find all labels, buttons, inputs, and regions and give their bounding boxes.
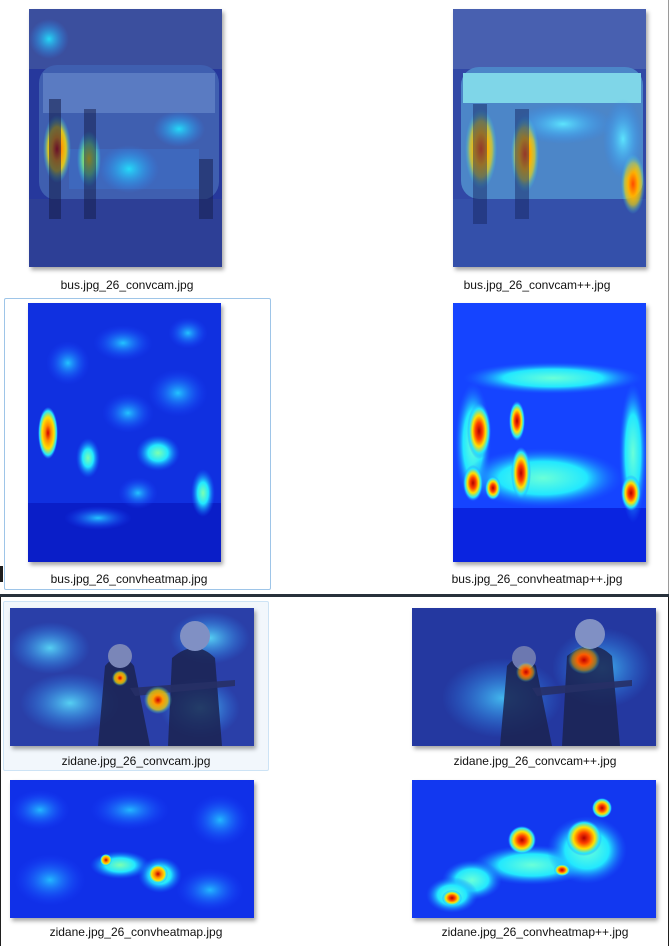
file-item-zidane-convheatmap-pp[interactable]: zidane.jpg_26_convheatmap++.jpg [405,773,665,943]
thumbnail-zidane-convheatmap-pp [412,780,656,918]
file-name: bus.jpg_26_convcam.jpg [60,278,194,292]
thumbnail-zidane-convheatmap [10,780,254,918]
file-item-zidane-convheatmap[interactable]: zidane.jpg_26_convheatmap.jpg [3,773,269,943]
file-name: zidane.jpg_26_convcam.jpg [61,754,211,768]
file-name: bus.jpg_26_convheatmap.jpg [50,572,208,586]
thumbnail-bus-convcam-pp [453,9,646,267]
file-pane-bottom: zidane.jpg_26_convcam.jpg [0,597,669,946]
thumbnail-bus-convheatmap-pp [453,303,646,562]
file-pane-top: bus.jpg_26_convcam.jpg [0,0,669,594]
thumbnail-zidane-convcam [10,608,254,746]
file-item-zidane-convcam-pp[interactable]: zidane.jpg_26_convcam++.jpg [405,601,665,771]
file-name: zidane.jpg_26_convheatmap++.jpg [441,925,629,939]
file-item-bus-convheatmap[interactable]: bus.jpg_26_convheatmap.jpg [4,298,271,590]
left-edge-fragment [0,566,3,582]
file-item-zidane-convcam[interactable]: zidane.jpg_26_convcam.jpg [3,601,269,771]
thumbnail-bus-convheatmap [28,303,221,562]
file-name: bus.jpg_26_convcam++.jpg [463,278,611,292]
file-name: zidane.jpg_26_convheatmap.jpg [49,925,223,939]
file-item-bus-convcam[interactable]: bus.jpg_26_convcam.jpg [20,2,234,296]
file-name: zidane.jpg_26_convcam++.jpg [453,754,617,768]
file-name: bus.jpg_26_convheatmap++.jpg [451,572,623,586]
file-item-bus-convheatmap-pp[interactable]: bus.jpg_26_convheatmap++.jpg [430,298,646,590]
thumbnail-zidane-convcam-pp [412,608,656,746]
thumbnail-bus-convcam [29,9,222,267]
pane-divider [0,594,669,597]
file-item-bus-convcam-pp[interactable]: bus.jpg_26_convcam++.jpg [430,2,646,296]
